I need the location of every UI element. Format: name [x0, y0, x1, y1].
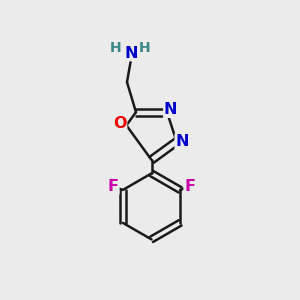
- Text: N: N: [175, 134, 189, 149]
- Text: O: O: [113, 116, 127, 131]
- Text: F: F: [108, 179, 119, 194]
- Text: H: H: [139, 40, 151, 55]
- Text: N: N: [164, 102, 177, 117]
- Text: N: N: [125, 46, 138, 61]
- Text: F: F: [184, 179, 195, 194]
- Text: H: H: [110, 40, 122, 55]
